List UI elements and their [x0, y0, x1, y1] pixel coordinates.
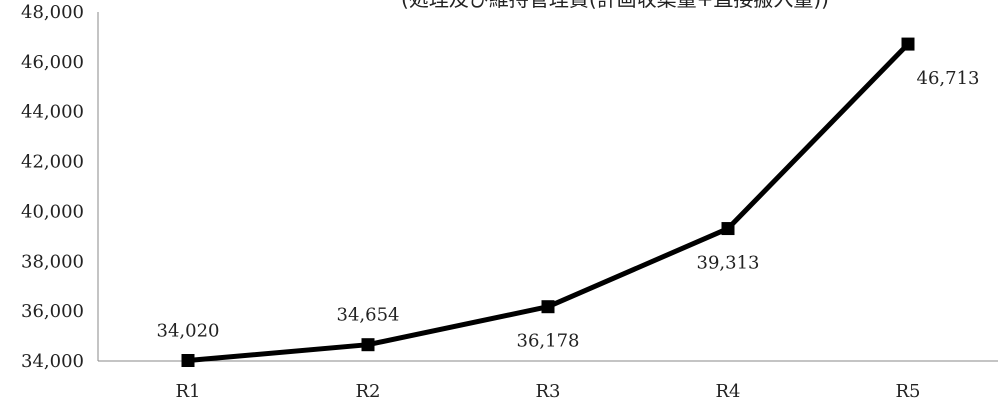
y-axis-tick-labels: 34,000 36,000 38,000 40,000 42,000 44,000 46,0… [21, 2, 84, 372]
x-axis-tick-labels: R1 R2 R3 R4 R5 [175, 381, 920, 402]
data-point-marker [541, 300, 555, 314]
x-tick-label: R2 [355, 381, 380, 402]
data-point-markers [181, 37, 915, 368]
data-label: 46,713 [917, 68, 980, 89]
y-tick-label: 44,000 [21, 102, 84, 123]
data-labels: 34,020 34,654 36,178 39,313 46,713 [157, 68, 980, 352]
data-label: 36,178 [517, 331, 580, 352]
x-tick-label: R1 [175, 381, 200, 402]
data-label: 34,654 [337, 305, 400, 326]
data-point-marker [901, 37, 915, 51]
axes [97, 12, 998, 362]
y-tick-label: 34,000 [21, 351, 84, 372]
data-label: 39,313 [697, 253, 760, 274]
chart-title: (処理及び維持管理費(計画収集量+直接搬入量)) [401, 0, 829, 11]
y-tick-label: 48,000 [21, 2, 84, 23]
data-point-marker [181, 354, 195, 368]
x-tick-label: R4 [715, 381, 740, 402]
y-tick-label: 40,000 [21, 201, 84, 222]
data-label: 34,020 [157, 321, 220, 342]
x-tick-label: R3 [535, 381, 560, 402]
y-tick-label: 46,000 [21, 52, 84, 73]
data-point-marker [361, 338, 375, 352]
y-tick-label: 38,000 [21, 251, 84, 272]
x-tick-label: R5 [895, 381, 920, 402]
y-tick-label: 36,000 [21, 301, 84, 322]
data-point-marker [721, 222, 735, 236]
y-tick-label: 42,000 [21, 152, 84, 173]
